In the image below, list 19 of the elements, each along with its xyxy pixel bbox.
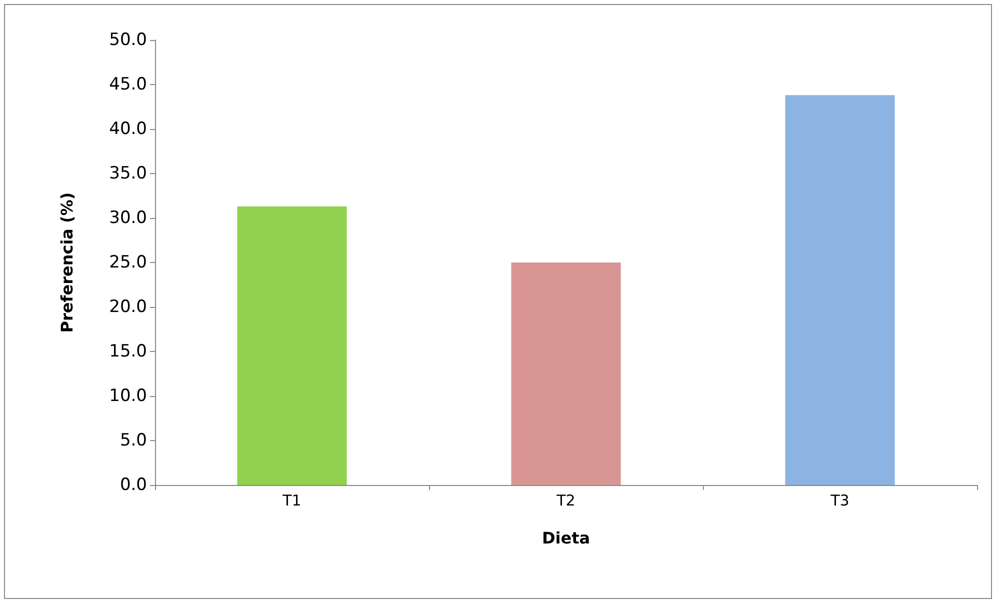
y-tick-label: 45.0 [109, 74, 147, 94]
y-tick-label: 50.0 [109, 30, 147, 50]
x-tick-label: T3 [830, 492, 850, 510]
y-tick-label: 30.0 [109, 208, 147, 228]
x-tick-label: T2 [556, 492, 576, 510]
bar [511, 262, 621, 485]
x-axis-title: Dieta [542, 528, 590, 548]
y-tick-label: 40.0 [109, 119, 147, 139]
y-tick-label: 5.0 [120, 430, 147, 450]
y-tick-label: 15.0 [109, 342, 147, 362]
y-tick-label: 25.0 [109, 252, 147, 272]
y-tick-label: 10.0 [109, 386, 147, 406]
x-tick-label: T1 [282, 492, 302, 510]
y-tick-label: 0.0 [120, 475, 147, 495]
bar [237, 206, 347, 485]
bar [785, 95, 895, 485]
y-axis-title: Preferencia (%) [58, 192, 76, 333]
y-tick-label: 35.0 [109, 164, 147, 184]
y-tick-label: 20.0 [109, 297, 147, 317]
